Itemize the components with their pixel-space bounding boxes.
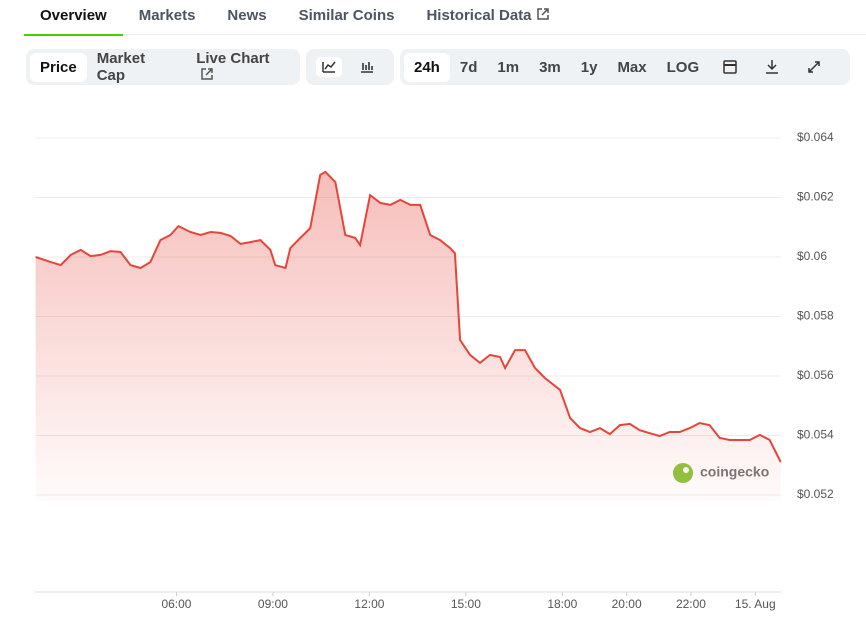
x-tick-label: 20:00 [612, 597, 642, 611]
y-tick-label: $0.054 [797, 428, 834, 442]
line-icon[interactable] [316, 57, 342, 77]
x-tick-label: 22:00 [676, 597, 706, 611]
range-button[interactable]: Max [617, 58, 647, 76]
x-tick-label: 15:00 [451, 597, 481, 611]
y-tick-label: $0.062 [797, 190, 834, 204]
download-icon[interactable] [759, 57, 785, 77]
calendar-icon[interactable] [717, 57, 743, 77]
tabs: Overview Markets News Similar Coins Historic… [24, 0, 866, 36]
view-toggle: Price Market Cap Live Chart [26, 49, 300, 85]
view-button[interactable]: Live Chart [186, 44, 296, 90]
range-button[interactable]: 1y [580, 58, 598, 76]
range-button[interactable]: 24h [404, 52, 450, 82]
fullscreen-icon[interactable] [801, 57, 827, 77]
y-tick-label: $0.056 [797, 368, 834, 382]
price-area [35, 171, 781, 501]
tab[interactable]: News [227, 7, 267, 24]
external-icon [201, 68, 213, 80]
tab[interactable]: Overview [24, 0, 123, 36]
chart-style-toggle [306, 49, 394, 85]
y-tick-label: $0.06 [797, 249, 827, 263]
y-tick-label: $0.052 [797, 487, 834, 501]
range-button[interactable]: 1m [497, 58, 520, 76]
y-tick-label: $0.064 [797, 130, 834, 144]
y-tick-label: $0.058 [797, 309, 834, 323]
candle-icon[interactable] [354, 57, 380, 77]
x-tick-label: 15. Aug [735, 597, 776, 611]
external-icon [536, 8, 549, 20]
range-button[interactable]: LOG [666, 58, 700, 76]
tab[interactable]: Markets [138, 7, 196, 24]
range-toggle: 24h 7d 1m 3m 1y Max LOG [400, 49, 850, 85]
x-tick-label: 06:00 [161, 597, 191, 611]
range-button[interactable]: 3m [539, 58, 561, 76]
range-button[interactable]: 7d [459, 58, 478, 76]
view-button[interactable]: Price [30, 52, 87, 82]
tab[interactable]: Similar Coins [298, 7, 395, 24]
tab[interactable]: Historical Data [410, 0, 565, 34]
view-button[interactable]: Market Cap [96, 50, 146, 84]
price-line [35, 170, 782, 463]
x-tick-label: 18:00 [547, 597, 577, 611]
x-tick-label: 12:00 [354, 597, 384, 611]
x-tick-label: 09:00 [258, 597, 288, 611]
